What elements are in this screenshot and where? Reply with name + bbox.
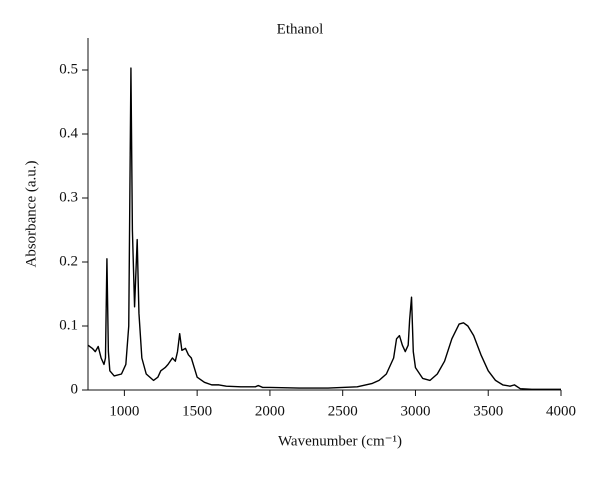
x-tick-label: 2500 <box>328 403 358 419</box>
x-tick-label: 3500 <box>473 403 503 419</box>
y-tick-label: 0.4 <box>59 125 78 141</box>
y-tick-label: 0.3 <box>59 189 78 205</box>
x-tick-label: 1500 <box>182 403 212 419</box>
chart-title: Ethanol <box>277 21 324 37</box>
y-tick-label: 0.5 <box>59 61 78 77</box>
x-tick-label: 3000 <box>400 403 430 419</box>
y-tick-label: 0.1 <box>59 317 78 333</box>
y-tick-label: 0.2 <box>59 253 78 269</box>
x-tick-label: 4000 <box>546 403 576 419</box>
x-tick-label: 1000 <box>109 403 139 419</box>
y-tick-label: 0 <box>71 381 79 397</box>
spectrum-line <box>87 67 561 391</box>
x-tick-label: 2000 <box>255 403 285 419</box>
y-axis-label: Absorbance (a.u.) <box>23 160 39 267</box>
x-axis-label: Wavenumber (cm⁻¹) <box>278 433 402 449</box>
